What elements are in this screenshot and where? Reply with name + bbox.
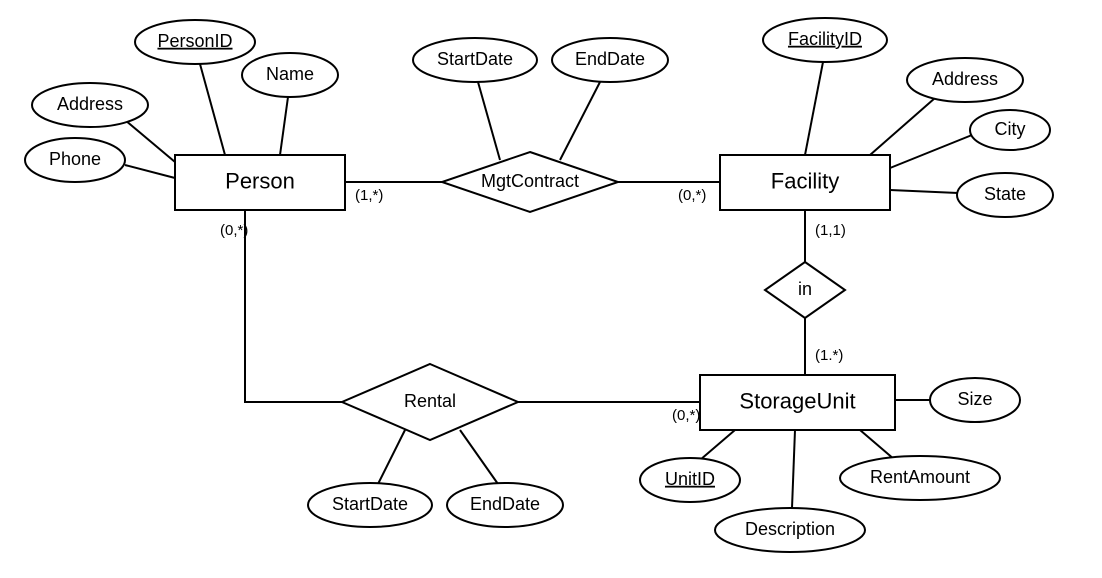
attribute-facility_address-label: Address — [932, 69, 998, 89]
edge-person-rental — [245, 210, 342, 402]
relationship-in-label: in — [798, 279, 812, 299]
relationship-in: in — [765, 262, 845, 318]
attribute-facility_id-label: FacilityID — [788, 29, 862, 49]
attribute-person_phone: Phone — [25, 138, 125, 182]
relationship-mgtcontract-label: MgtContract — [481, 171, 579, 191]
edge-storageunit-su_description — [792, 430, 795, 508]
attribute-facility_state-label: State — [984, 184, 1026, 204]
attribute-mgt_enddate-label: EndDate — [575, 49, 645, 69]
attribute-mgt_startdate: StartDate — [413, 38, 537, 82]
attribute-su_description-label: Description — [745, 519, 835, 539]
edge-facility-facility_city — [890, 135, 972, 168]
entity-facility-label: Facility — [771, 168, 839, 193]
entity-storageunit-label: StorageUnit — [739, 388, 855, 413]
attribute-su_rentamount-label: RentAmount — [870, 467, 970, 487]
attribute-rental_enddate-label: EndDate — [470, 494, 540, 514]
entity-person: Person — [175, 155, 345, 210]
attribute-su_description: Description — [715, 508, 865, 552]
edge-mgtcontract-mgt_startdate — [478, 82, 500, 160]
edge-person-person_address — [125, 120, 175, 162]
attribute-person_name-label: Name — [266, 64, 314, 84]
entity-storageunit: StorageUnit — [700, 375, 895, 430]
cardinality-facility_mgt: (0,*) — [678, 187, 706, 204]
edge-person-person_phone — [125, 165, 175, 178]
cardinality-facility_in: (1,1) — [815, 222, 846, 239]
edge-rental-rental_enddate — [460, 430, 498, 484]
attribute-person_address-label: Address — [57, 94, 123, 114]
edge-layer — [125, 62, 972, 508]
attribute-rental_enddate: EndDate — [447, 483, 563, 527]
er-diagram-canvas: MgtContract in Rental Person Facility Storage… — [0, 0, 1102, 578]
edge-facility-facility_id — [805, 62, 823, 155]
entity-person-label: Person — [225, 168, 295, 193]
attribute-rental_startdate-label: StartDate — [332, 494, 408, 514]
edge-storageunit-su_rentamount — [860, 430, 895, 460]
attribute-person_phone-label: Phone — [49, 149, 101, 169]
edge-facility-facility_address — [870, 98, 935, 155]
attribute-facility_id: FacilityID — [763, 18, 887, 62]
attribute-facility_city: City — [970, 110, 1050, 150]
cardinality-person_rental: (0,*) — [220, 222, 248, 239]
attribute-facility_city-label: City — [995, 119, 1026, 139]
attribute-person_personid-label: PersonID — [157, 31, 232, 51]
attribute-su_unitid: UnitID — [640, 458, 740, 502]
edge-rental-rental_startdate — [378, 430, 405, 484]
attribute-person_address: Address — [32, 83, 148, 127]
cardinality-person_mgt: (1,*) — [355, 187, 383, 204]
cardinality-su_in: (1.*) — [815, 347, 843, 364]
attribute-facility_address: Address — [907, 58, 1023, 102]
edge-facility-facility_state — [890, 190, 958, 193]
edge-mgtcontract-mgt_enddate — [560, 82, 600, 160]
entity-facility: Facility — [720, 155, 890, 210]
relationship-rental-label: Rental — [404, 391, 456, 411]
attribute-mgt_enddate: EndDate — [552, 38, 668, 82]
relationship-rental: Rental — [342, 364, 518, 440]
relationship-mgtcontract: MgtContract — [442, 152, 618, 212]
attribute-person_name: Name — [242, 53, 338, 97]
edge-person-person_name — [280, 97, 288, 155]
cardinality-su_rental: (0,*) — [672, 407, 700, 424]
edge-person-person_personid — [200, 64, 225, 155]
attribute-rental_startdate: StartDate — [308, 483, 432, 527]
attribute-person_personid: PersonID — [135, 20, 255, 64]
attribute-facility_state: State — [957, 173, 1053, 217]
attribute-mgt_startdate-label: StartDate — [437, 49, 513, 69]
edge-storageunit-su_unitid — [700, 430, 735, 460]
attribute-su_unitid-label: UnitID — [665, 469, 715, 489]
attribute-su_size: Size — [930, 378, 1020, 422]
attribute-su_rentamount: RentAmount — [840, 456, 1000, 500]
attribute-su_size-label: Size — [957, 389, 992, 409]
